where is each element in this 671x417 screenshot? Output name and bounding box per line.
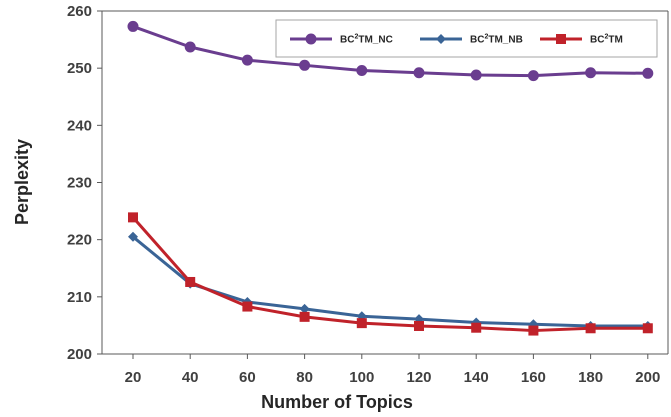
series-line: [132, 25, 648, 78]
legend-marker: [556, 34, 566, 44]
legend-marker: [436, 34, 446, 44]
data-point: [241, 54, 253, 66]
data-point: [414, 320, 424, 331]
data-point: [128, 212, 138, 223]
x-tick-label: 20: [125, 369, 142, 386]
series-line: [131, 216, 648, 333]
data-point: [585, 323, 596, 334]
data-point: [528, 325, 539, 336]
data-point: [642, 323, 653, 334]
legend-label-base: BC: [340, 35, 354, 46]
legend-entry: BC2TM_NC: [290, 33, 393, 46]
legend-marker: [305, 33, 317, 45]
data-point: [470, 69, 482, 81]
legend-label-superscript: 2: [484, 34, 488, 41]
legend: BC2TM_NC BC2TM_NB BC2TM: [275, 19, 658, 58]
data-point: [184, 41, 196, 53]
legend-label-base: BC: [590, 35, 604, 46]
legend-label: BC2TM_NB: [470, 34, 523, 46]
x-tick-label: 100: [349, 369, 374, 386]
data-point: [127, 20, 139, 32]
data-point: [413, 67, 425, 79]
x-tick-label: 80: [296, 369, 313, 386]
data-point: [356, 318, 367, 329]
x-tick-label: 160: [521, 369, 546, 386]
legend-label-base: BC: [470, 35, 484, 46]
data-point: [242, 301, 253, 312]
legend-label-rest: TM_NC: [358, 35, 392, 46]
legend-label-superscript: 2: [354, 34, 358, 41]
legend-label-superscript: 2: [604, 34, 608, 41]
data-point: [642, 67, 654, 79]
legend-box: [275, 19, 658, 58]
data-point: [471, 322, 482, 333]
data-point: [299, 59, 311, 71]
y-tick-label: 260: [67, 3, 92, 20]
x-tick-label: 60: [239, 369, 256, 386]
series-line: [132, 235, 648, 328]
y-tick-label: 220: [67, 232, 92, 249]
y-axis-ticks: 200 210 220 230 240 250 260: [67, 3, 102, 363]
y-tick-label: 250: [67, 60, 92, 77]
data-point: [185, 276, 196, 287]
data-point: [527, 70, 539, 82]
series-tm: [128, 212, 653, 336]
x-tick-label: 120: [406, 369, 431, 386]
legend-entry: BC2TM_NB: [420, 34, 523, 46]
legend-label: BC2TM: [590, 34, 623, 46]
x-tick-label: 200: [635, 369, 660, 386]
data-point: [299, 311, 310, 322]
y-tick-label: 200: [67, 346, 92, 363]
series-tm-nb: [128, 231, 653, 331]
y-tick-label: 240: [67, 117, 92, 134]
legend-label-rest: TM_NB: [488, 35, 522, 46]
data-point: [299, 303, 310, 314]
y-tick-label: 230: [67, 175, 92, 192]
x-axis-ticks: 20 40 60 80 100 120 140 160 180 200: [125, 354, 660, 386]
x-tick-label: 40: [182, 369, 199, 386]
x-tick-label: 140: [464, 369, 489, 386]
legend-label: BC2TM_NC: [340, 34, 393, 46]
data-point: [128, 231, 138, 242]
data-point: [356, 64, 368, 76]
series-tm-nc: [127, 20, 654, 82]
y-tick-label: 210: [67, 289, 92, 306]
legend-label-rest: TM: [608, 35, 622, 46]
legend-entry: BC2TM: [540, 34, 623, 46]
series-layer: [127, 20, 654, 336]
data-point: [585, 67, 597, 79]
x-axis-title: Number of Topics: [261, 392, 413, 412]
y-axis-title: Perplexity: [12, 139, 32, 225]
plot-area: [101, 10, 669, 355]
x-tick-label: 180: [578, 369, 603, 386]
